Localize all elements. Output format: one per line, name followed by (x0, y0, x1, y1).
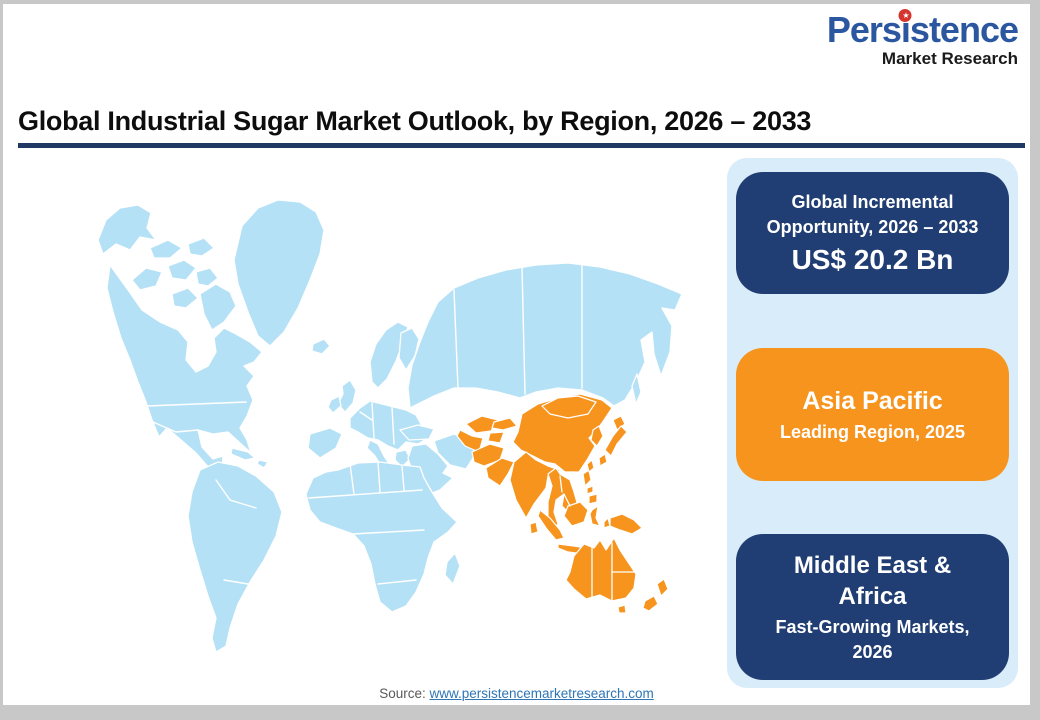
map-region-canadian-arctic (187, 237, 215, 257)
map-region-tajikistan (487, 431, 505, 444)
map-region-philippines (586, 485, 594, 495)
map-region-japan-hokkaido (612, 415, 626, 431)
map-region-mongolia (541, 395, 597, 419)
map-region-south-america (187, 461, 283, 653)
map-region-canadian-arctic (195, 267, 219, 287)
map-region-madagascar (444, 552, 461, 585)
card-subtitle: Leading Region, 2025 (779, 421, 966, 442)
company-logo: Persı ★ stence Market Research (826, 9, 1019, 68)
map-region-philippines (582, 469, 592, 487)
map-region-japan-kyushu (598, 453, 608, 467)
logo-star-icon: ★ (898, 9, 912, 22)
map-region-ireland (327, 395, 342, 414)
card-middle-east-africa: Middle East & Africa Fast-Growing Market… (736, 534, 1009, 680)
map-region-alaska (97, 204, 157, 255)
map-region-philippines (588, 493, 598, 505)
logo-tagline: Market Research (881, 49, 1018, 68)
card-subtitle: Fast-Growing Markets, 2026 (775, 616, 970, 662)
map-region-canadian-arctic (131, 267, 163, 291)
slide: Persı ★ stence Market Research Global Indu… (3, 4, 1030, 705)
map-borders (146, 264, 583, 585)
map-highlight-borders (559, 475, 636, 602)
map-region-canadian-arctic (167, 259, 197, 281)
map-region-hispaniola (256, 459, 269, 469)
map-region-new-zealand-north (656, 578, 669, 597)
map-region-turkey (399, 424, 435, 441)
map-region-sri-lanka (529, 521, 539, 535)
map-region-iberia (307, 427, 343, 459)
map-region-kyrgyzstan (491, 417, 518, 431)
source-line: Source: www.persistencemarketresearch.co… (3, 686, 1030, 701)
map-region-pakistan (485, 457, 515, 487)
card-title: Asia Pacific (802, 386, 943, 415)
source-link[interactable]: www.persistencemarketresearch.com (429, 686, 654, 701)
world-map (20, 160, 720, 685)
map-region-indochina (547, 467, 579, 533)
map-region-india (509, 451, 561, 519)
card-global-incremental-opportunity: Global Incremental Opportunity, 2026 – 2… (736, 172, 1009, 294)
map-region-finland (398, 327, 420, 371)
map-region-canadian-arctic (171, 287, 199, 309)
logo-brand-text: Persı ★ stence (826, 9, 1019, 50)
map-region-africa (305, 461, 458, 613)
card-asia-pacific: Asia Pacific Leading Region, 2025 (736, 348, 1009, 481)
stats-panel: Global Incremental Opportunity, 2026 – 2… (727, 158, 1018, 688)
source-label: Source: (379, 686, 430, 701)
card-title: Global Incremental Opportunity, 2026 – 2… (766, 192, 979, 237)
world-map-svg (97, 199, 683, 653)
map-region-korea (590, 425, 604, 447)
map-region-north-america (106, 264, 263, 518)
map-region-new-guinea (609, 513, 643, 535)
card-title: Middle East & Africa (793, 551, 952, 610)
map-region-moluccas (603, 517, 611, 529)
map-region-sakhalin (631, 373, 642, 405)
map-region-sumatra (537, 509, 565, 541)
map-region-sulawesi (589, 505, 601, 527)
title-underline (18, 143, 1025, 148)
map-region-cuba (230, 447, 256, 461)
map-region-borneo (563, 501, 589, 527)
map-region-taiwan (586, 459, 595, 473)
map-highlight-regions (456, 393, 669, 614)
map-region-united-kingdom (337, 379, 357, 413)
map-region-japan-honshu (604, 425, 628, 457)
map-region-baffin-island (199, 283, 237, 331)
map-region-iceland (311, 338, 331, 355)
card-value: US$ 20.2 Bn (791, 244, 954, 275)
map-region-greece (394, 449, 411, 468)
map-region-scandinavia (369, 321, 409, 389)
map-base-regions (97, 199, 683, 653)
map-region-russia (407, 262, 683, 409)
map-region-canadian-arctic (149, 239, 183, 259)
map-region-greenland (233, 199, 325, 347)
map-region-new-zealand-south (642, 595, 659, 612)
page-title: Global Industrial Sugar Market Outlook, … (18, 106, 812, 136)
map-region-tasmania (617, 604, 627, 614)
